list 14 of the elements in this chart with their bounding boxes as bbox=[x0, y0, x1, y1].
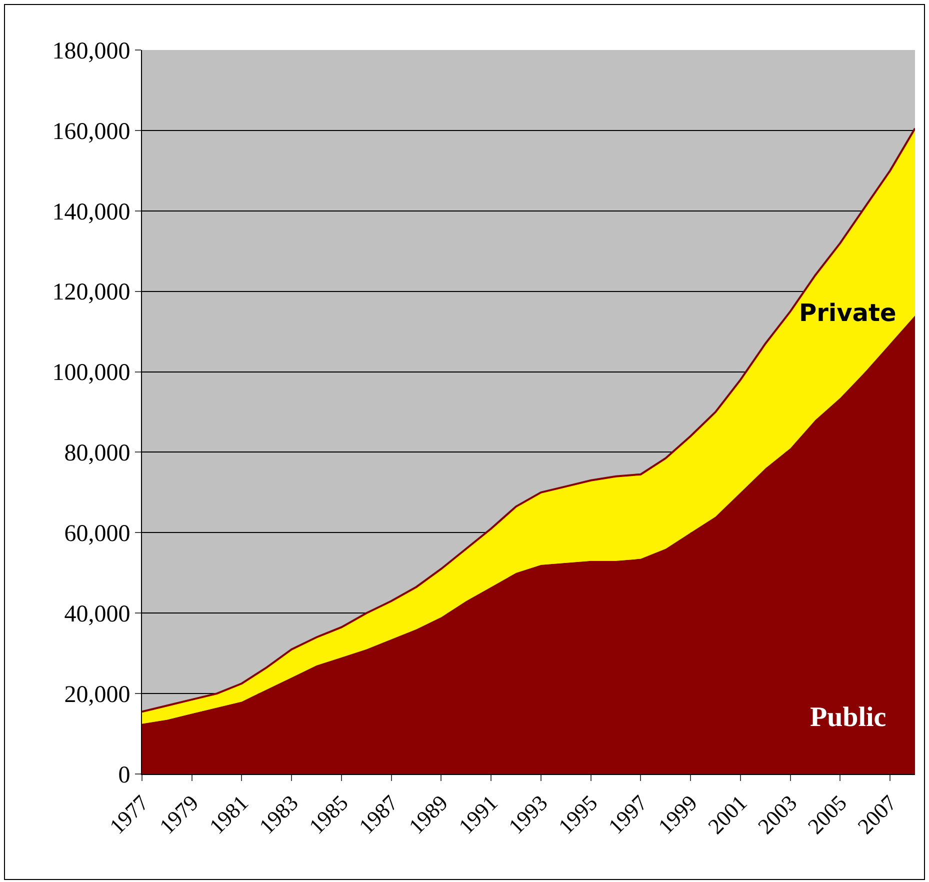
y-tick-label: 160,000 bbox=[52, 118, 130, 145]
x-tick-label: 1991 bbox=[454, 790, 502, 839]
series-label: Private bbox=[799, 299, 896, 327]
y-tick-label: 0 bbox=[118, 762, 130, 788]
y-tick-label: 120,000 bbox=[52, 280, 130, 306]
y-tick-label: 140,000 bbox=[52, 199, 130, 226]
x-tick-label: 1981 bbox=[204, 790, 254, 839]
y-tick-label: 180,000 bbox=[52, 38, 130, 64]
y-tick-label: 80,000 bbox=[64, 440, 130, 467]
y-tick-label: 40,000 bbox=[64, 602, 130, 628]
y-tick-label: 60,000 bbox=[64, 521, 130, 548]
series-label: Public bbox=[810, 702, 886, 733]
y-tick-label: 100,000 bbox=[52, 360, 130, 386]
y-tick-label: 20,000 bbox=[64, 682, 130, 708]
